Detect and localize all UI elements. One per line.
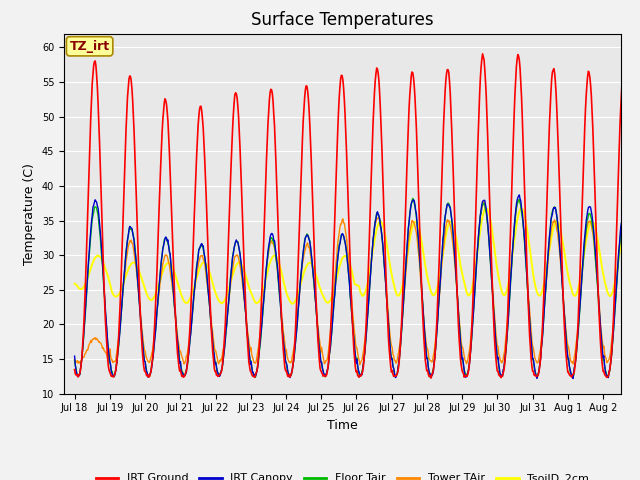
TsoilD_2cm [71, 281, 79, 287]
IRT Ground [71, 367, 79, 372]
TsoilD_2cm [289, 301, 296, 307]
Line: IRT Ground: IRT Ground [75, 54, 639, 378]
IRT Ground [137, 321, 145, 326]
Tower TAir [515, 198, 522, 204]
Floor Tair [241, 295, 248, 301]
Y-axis label: Temperature (C): Temperature (C) [23, 163, 36, 264]
IRT Ground [269, 91, 276, 96]
Line: TsoilD_2cm: TsoilD_2cm [75, 208, 639, 304]
IRT Canopy [290, 358, 298, 363]
TsoilD_2cm [447, 219, 455, 225]
TsoilD_2cm [241, 269, 248, 275]
IRT Canopy [635, 357, 640, 363]
Tower TAir [447, 227, 455, 232]
TsoilD_2cm [635, 270, 640, 276]
Floor Tair [409, 195, 417, 201]
Floor Tair [290, 358, 298, 364]
Tower TAir [635, 344, 640, 350]
Tower TAir [269, 240, 276, 246]
IRT Ground [479, 51, 486, 57]
IRT Ground [428, 375, 435, 381]
Floor Tair [71, 358, 79, 363]
Tower TAir [241, 297, 248, 303]
Line: Tower TAir: Tower TAir [75, 201, 639, 365]
Tower TAir [137, 314, 145, 320]
IRT Canopy [515, 192, 523, 198]
TsoilD_2cm [415, 227, 423, 233]
IRT Ground [447, 108, 455, 113]
Floor Tair [448, 216, 456, 221]
Line: Floor Tair: Floor Tair [75, 198, 639, 378]
Floor Tair [269, 236, 276, 241]
Text: TZ_irt: TZ_irt [70, 40, 109, 53]
Floor Tair [137, 317, 145, 323]
IRT Ground [290, 356, 298, 361]
IRT Canopy [415, 238, 422, 243]
TsoilD_2cm [137, 273, 145, 278]
Legend: IRT Ground, IRT Canopy, Floor Tair, Tower TAir, TsoilD_2cm: IRT Ground, IRT Canopy, Floor Tair, Towe… [91, 469, 594, 480]
IRT Canopy [241, 296, 248, 302]
IRT Ground [241, 270, 248, 276]
Tower TAir [71, 357, 79, 362]
IRT Canopy [269, 231, 276, 237]
Floor Tair [426, 375, 434, 381]
Line: IRT Canopy: IRT Canopy [75, 195, 639, 378]
Title: Surface Temperatures: Surface Temperatures [251, 11, 434, 29]
TsoilD_2cm [518, 205, 525, 211]
Floor Tair [635, 357, 640, 362]
IRT Ground [415, 194, 422, 200]
X-axis label: Time: Time [327, 419, 358, 432]
IRT Canopy [569, 375, 577, 381]
TsoilD_2cm [291, 300, 298, 305]
Tower TAir [415, 259, 423, 264]
IRT Canopy [137, 318, 145, 324]
IRT Ground [635, 368, 640, 374]
IRT Canopy [71, 353, 79, 359]
Tower TAir [290, 346, 298, 352]
Tower TAir [356, 362, 364, 368]
Floor Tair [415, 250, 423, 255]
TsoilD_2cm [269, 254, 276, 260]
IRT Canopy [446, 205, 454, 211]
